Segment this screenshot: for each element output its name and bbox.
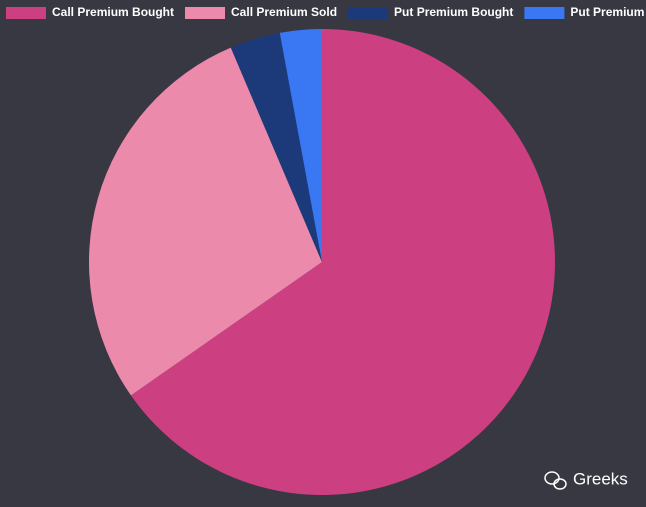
legend-label: Put Premium Bought (394, 5, 513, 19)
watermark: Greeks (573, 469, 628, 488)
watermark-icon (545, 472, 566, 489)
legend-label: Put Premium Sold (570, 5, 646, 19)
legend-label: Call Premium Sold (231, 5, 337, 19)
legend-swatch (524, 7, 564, 19)
legend-swatch (348, 7, 388, 19)
legend-swatch (185, 7, 225, 19)
legend-label: Call Premium Bought (52, 5, 174, 19)
legend-swatch (6, 7, 46, 19)
